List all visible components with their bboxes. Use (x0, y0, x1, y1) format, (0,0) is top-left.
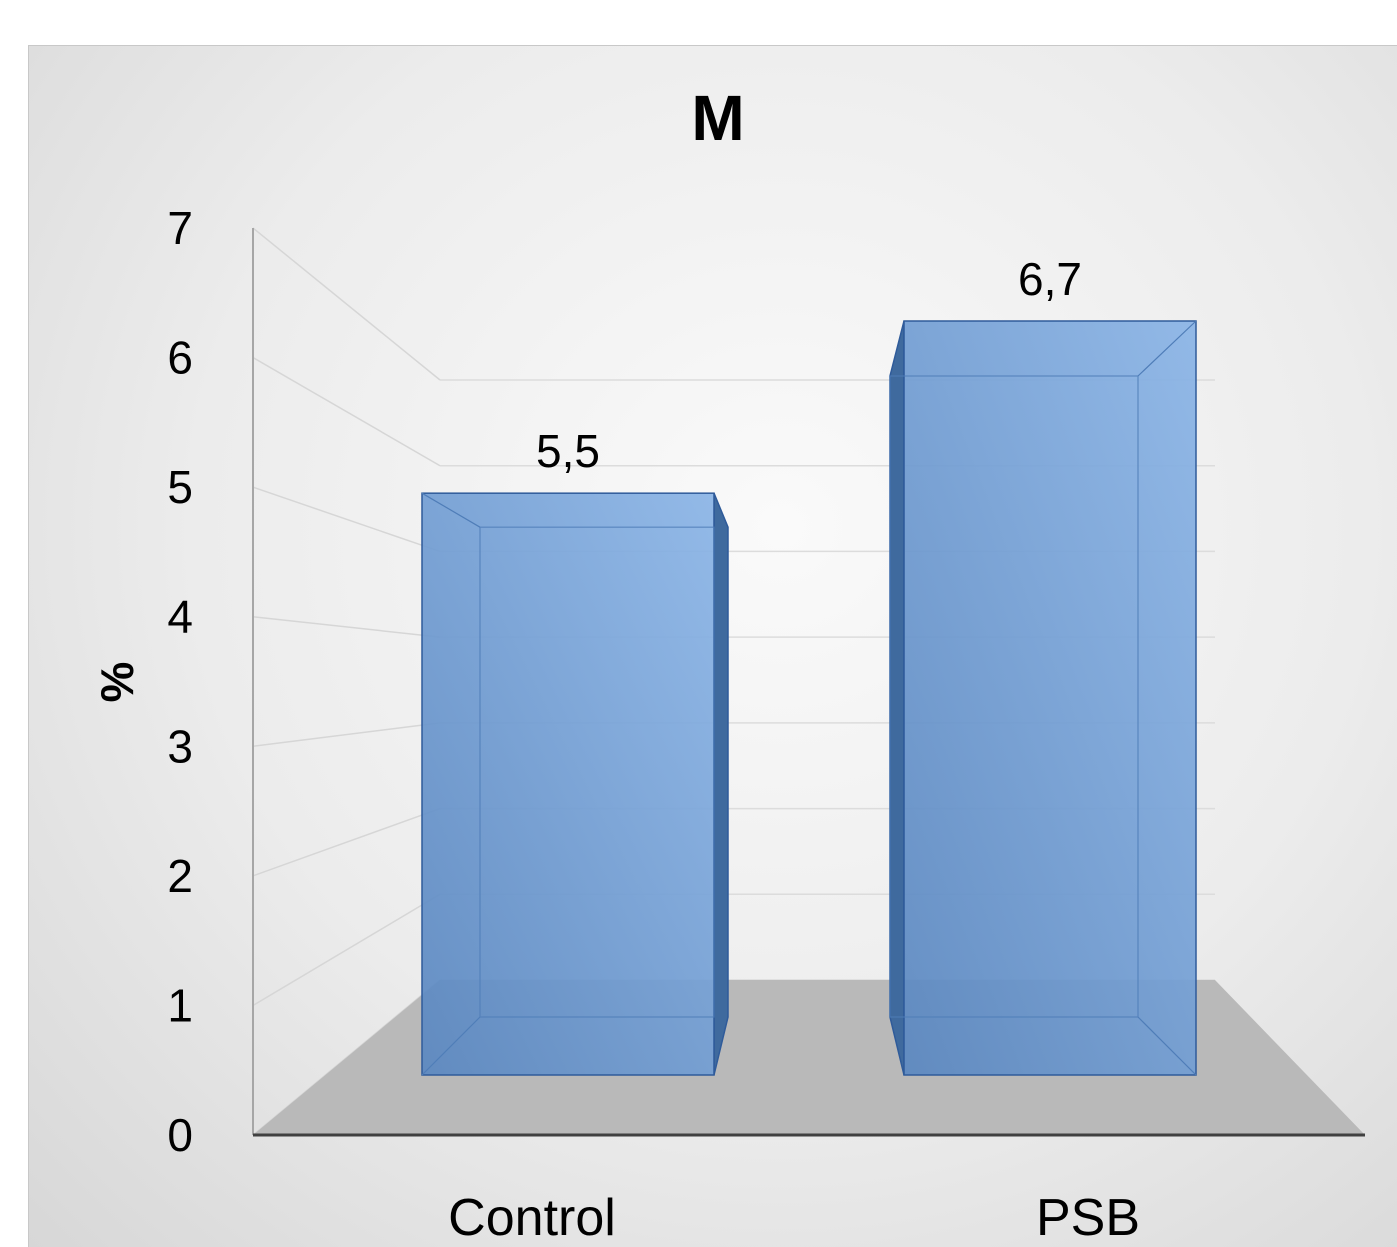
gridline-side (252, 893, 441, 1007)
bars (421, 320, 1197, 1076)
data-labels: 5,5 6,7 (536, 253, 1082, 477)
gridline-side (252, 486, 441, 553)
y-tick-label: 1 (167, 979, 193, 1031)
bar (889, 320, 1197, 1076)
chart-title: M (691, 82, 744, 154)
gridline-side (252, 807, 441, 877)
bar-inner-edge (479, 526, 715, 1018)
x-category-labels: Control PSB (448, 1189, 1140, 1247)
bar-front-face (421, 492, 715, 1076)
bar-edge (1137, 1016, 1197, 1076)
gridline-side (252, 615, 441, 638)
chart-floor (253, 980, 1365, 1135)
y-tick-label: 2 (167, 850, 193, 902)
bar-inner-edge (889, 375, 1139, 1018)
bar-front-face (903, 320, 1197, 1076)
x-category-label: Control (448, 1189, 616, 1247)
gridline-side (252, 227, 441, 381)
data-label: 6,7 (1018, 253, 1082, 305)
y-tick-label: 4 (167, 591, 193, 643)
gridline-side (252, 356, 441, 467)
bar-edge (1137, 320, 1197, 377)
data-label: 5,5 (536, 425, 600, 477)
bar-side-face (713, 492, 729, 1076)
bar-edge (421, 1016, 481, 1076)
x-category-label: PSB (1036, 1189, 1140, 1247)
floor-plane (253, 980, 1365, 1135)
axes (252, 228, 1365, 1137)
bar-side-face (889, 320, 905, 1076)
bar-edge (421, 492, 481, 528)
bar (421, 492, 729, 1076)
y-tick-label: 7 (167, 202, 193, 254)
gridline-side (252, 722, 441, 748)
y-tick-label: 6 (167, 332, 193, 384)
y-axis-label: % (91, 662, 143, 703)
y-tick-label: 3 (167, 720, 193, 772)
y-tick-label: 0 (167, 1109, 193, 1161)
y-tick-labels: 0 1 2 3 4 5 6 7 (167, 202, 193, 1161)
y-tick-label: 5 (167, 461, 193, 513)
